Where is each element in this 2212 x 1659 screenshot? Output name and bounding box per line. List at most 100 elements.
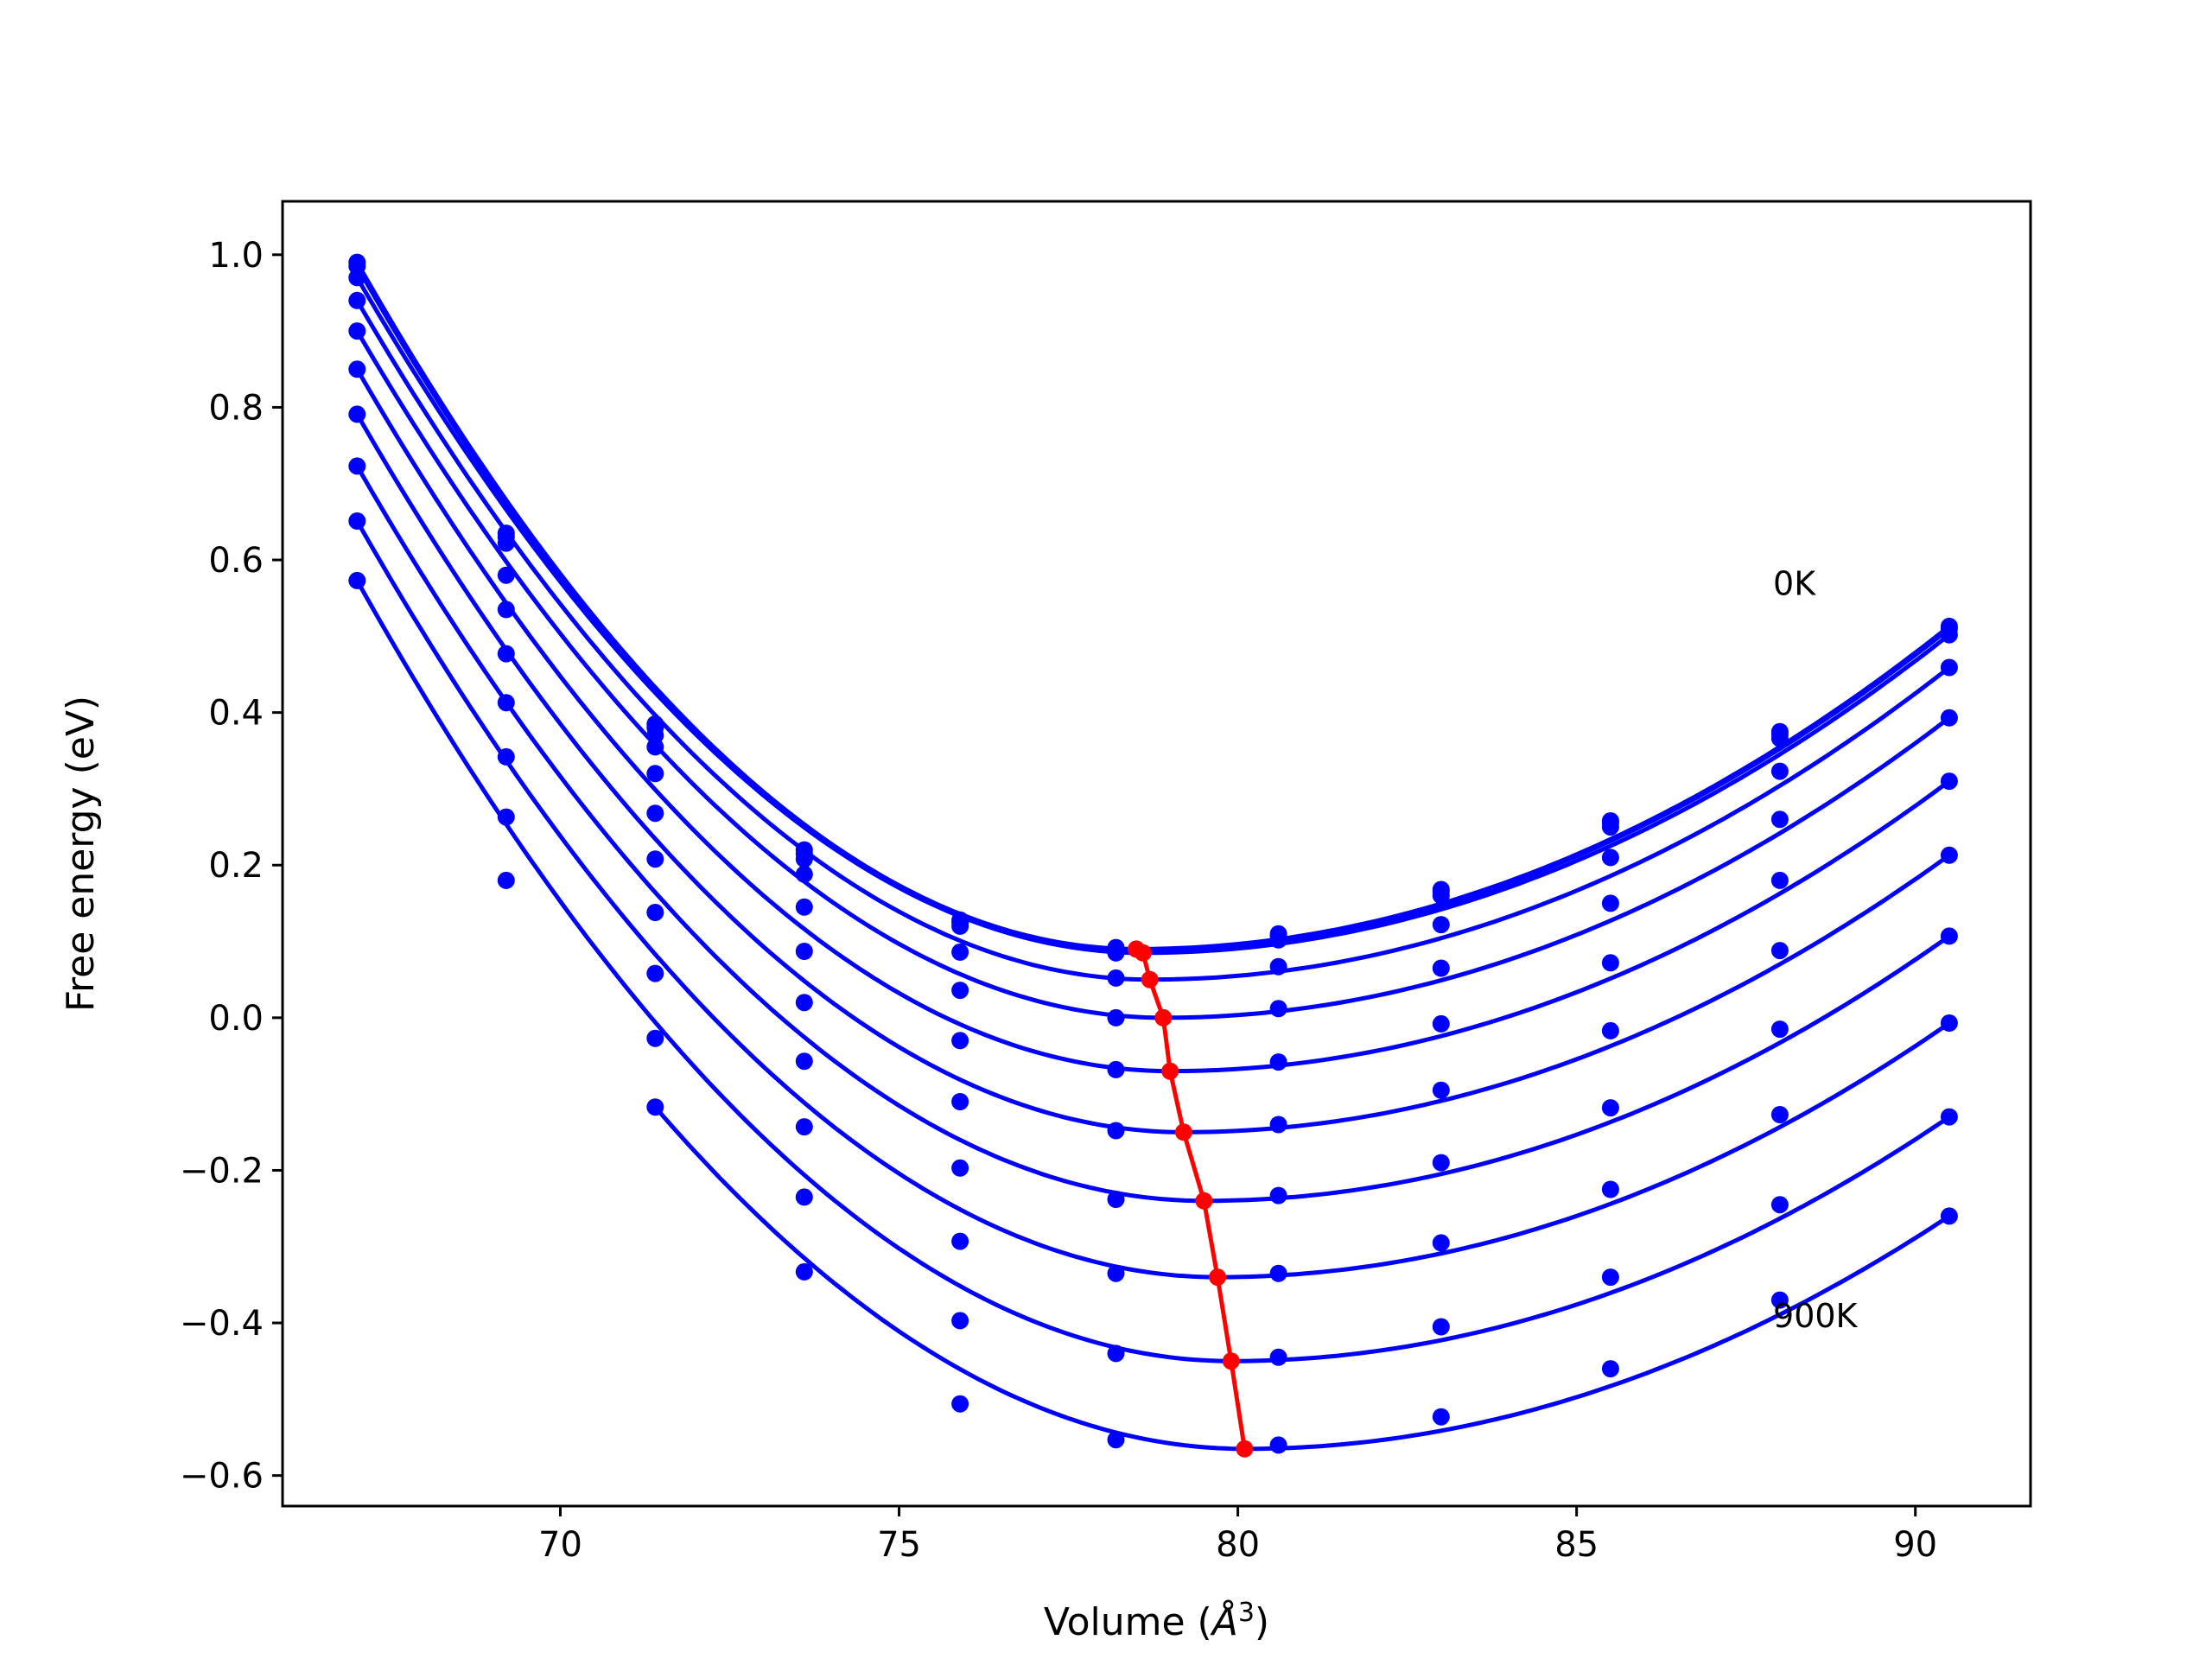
minimum-point (1174, 1123, 1192, 1141)
data-point (1940, 846, 1958, 864)
data-point (1107, 1122, 1125, 1140)
y-tick-label: 0.6 (208, 541, 264, 581)
data-point (795, 1262, 813, 1281)
data-point (497, 601, 515, 619)
data-point (951, 1032, 969, 1050)
data-point (348, 405, 366, 423)
data-point (348, 512, 366, 530)
y-axis-ticks: −0.6 −0.4 −0.2 0.0 0.2 0.4 0.6 0.8 1.0 (180, 236, 283, 1497)
data-point (1107, 1344, 1125, 1363)
data-point (1770, 1196, 1789, 1214)
data-point (1432, 887, 1450, 905)
data-point (795, 994, 813, 1012)
annotation-0k: 0K (1773, 565, 1816, 603)
data-point (1940, 658, 1958, 677)
minimum-point (1209, 1268, 1227, 1287)
data-point (1107, 1431, 1125, 1449)
data-point (1269, 931, 1287, 949)
data-point (1940, 626, 1958, 644)
data-point (497, 871, 515, 889)
minimum-point (1236, 1440, 1254, 1458)
minimum-point (1154, 1008, 1173, 1027)
data-point (1601, 1360, 1619, 1378)
minimum-point (1222, 1352, 1240, 1370)
data-point (1940, 709, 1958, 727)
fit-curve-600k (355, 413, 1951, 1135)
y-tick-label: −0.4 (180, 1304, 264, 1344)
plot-frame (281, 200, 2032, 1508)
data-point (1940, 772, 1958, 791)
data-point (1432, 1014, 1450, 1033)
data-point (1770, 1020, 1789, 1039)
y-tick-label: 0.0 (208, 999, 264, 1039)
y-tick-label: 0.4 (208, 694, 264, 734)
data-point (1601, 849, 1619, 867)
data-point (795, 943, 813, 960)
data-point (951, 982, 969, 1000)
data-point (646, 765, 664, 783)
x-tick-label: 80 (1216, 1525, 1260, 1565)
y-tick-label: −0.6 (180, 1457, 264, 1497)
data-point (1770, 942, 1789, 960)
y-tick-label: −0.2 (180, 1151, 264, 1191)
data-point (646, 1098, 664, 1116)
data-point (497, 747, 515, 766)
data-point (1940, 1207, 1958, 1225)
data-point (1107, 1008, 1125, 1027)
data-point (1107, 944, 1125, 962)
data-point (1269, 1186, 1287, 1205)
fit-curve-400k (355, 329, 1951, 1020)
data-point (1107, 969, 1125, 987)
data-point (497, 534, 515, 552)
data-point (646, 1029, 664, 1047)
data-point (951, 1159, 969, 1177)
data-point (1940, 927, 1958, 945)
x-tick-label: 70 (538, 1525, 582, 1565)
data-point (497, 694, 515, 712)
data-point (795, 1118, 813, 1136)
x-tick-label: 85 (1554, 1525, 1599, 1565)
fit-curve-100k (355, 264, 1951, 953)
data-point (1269, 1348, 1287, 1366)
x-axis-ticks: 70 75 80 85 90 (538, 1506, 1937, 1565)
fit-curve-900k (355, 579, 1951, 1363)
fit-curve-1000k (653, 1105, 1951, 1452)
y-tick-label: 1.0 (208, 236, 264, 276)
minimum-point (1134, 944, 1152, 962)
data-point (1940, 1014, 1958, 1032)
data-point (1601, 1268, 1619, 1287)
data-point (795, 1188, 813, 1206)
data-point (795, 1052, 813, 1071)
data-point (795, 865, 813, 883)
data-point (1269, 1000, 1287, 1018)
data-point (1107, 1264, 1125, 1282)
data-point (1601, 1021, 1619, 1039)
data-point (348, 269, 366, 287)
data-point (1770, 1106, 1789, 1123)
data-point (497, 645, 515, 663)
minimum-path (1128, 940, 1254, 1458)
minimum-point (1141, 970, 1159, 988)
data-point (1432, 1408, 1450, 1426)
data-point (1432, 1318, 1450, 1336)
x-tick-label: 90 (1893, 1525, 1937, 1565)
fit-curve-700k (355, 465, 1951, 1204)
data-point (951, 1312, 969, 1330)
data-point (1601, 818, 1619, 836)
data-point (1940, 1108, 1958, 1126)
data-point (951, 1395, 969, 1413)
data-point (1432, 1081, 1450, 1099)
x-axis-label: Volume (Å3) (1044, 1598, 1269, 1644)
data-point (646, 804, 664, 823)
data-point (1770, 762, 1789, 780)
annotation-900k: 900K (1773, 1297, 1859, 1335)
data-point (1770, 810, 1789, 829)
data-point (1601, 894, 1619, 912)
x-tick-label: 75 (877, 1525, 921, 1565)
data-point (646, 850, 664, 868)
data-points (348, 253, 1958, 1454)
data-point (795, 850, 813, 868)
data-point (1269, 1053, 1287, 1071)
fit-curves (355, 261, 1951, 1452)
